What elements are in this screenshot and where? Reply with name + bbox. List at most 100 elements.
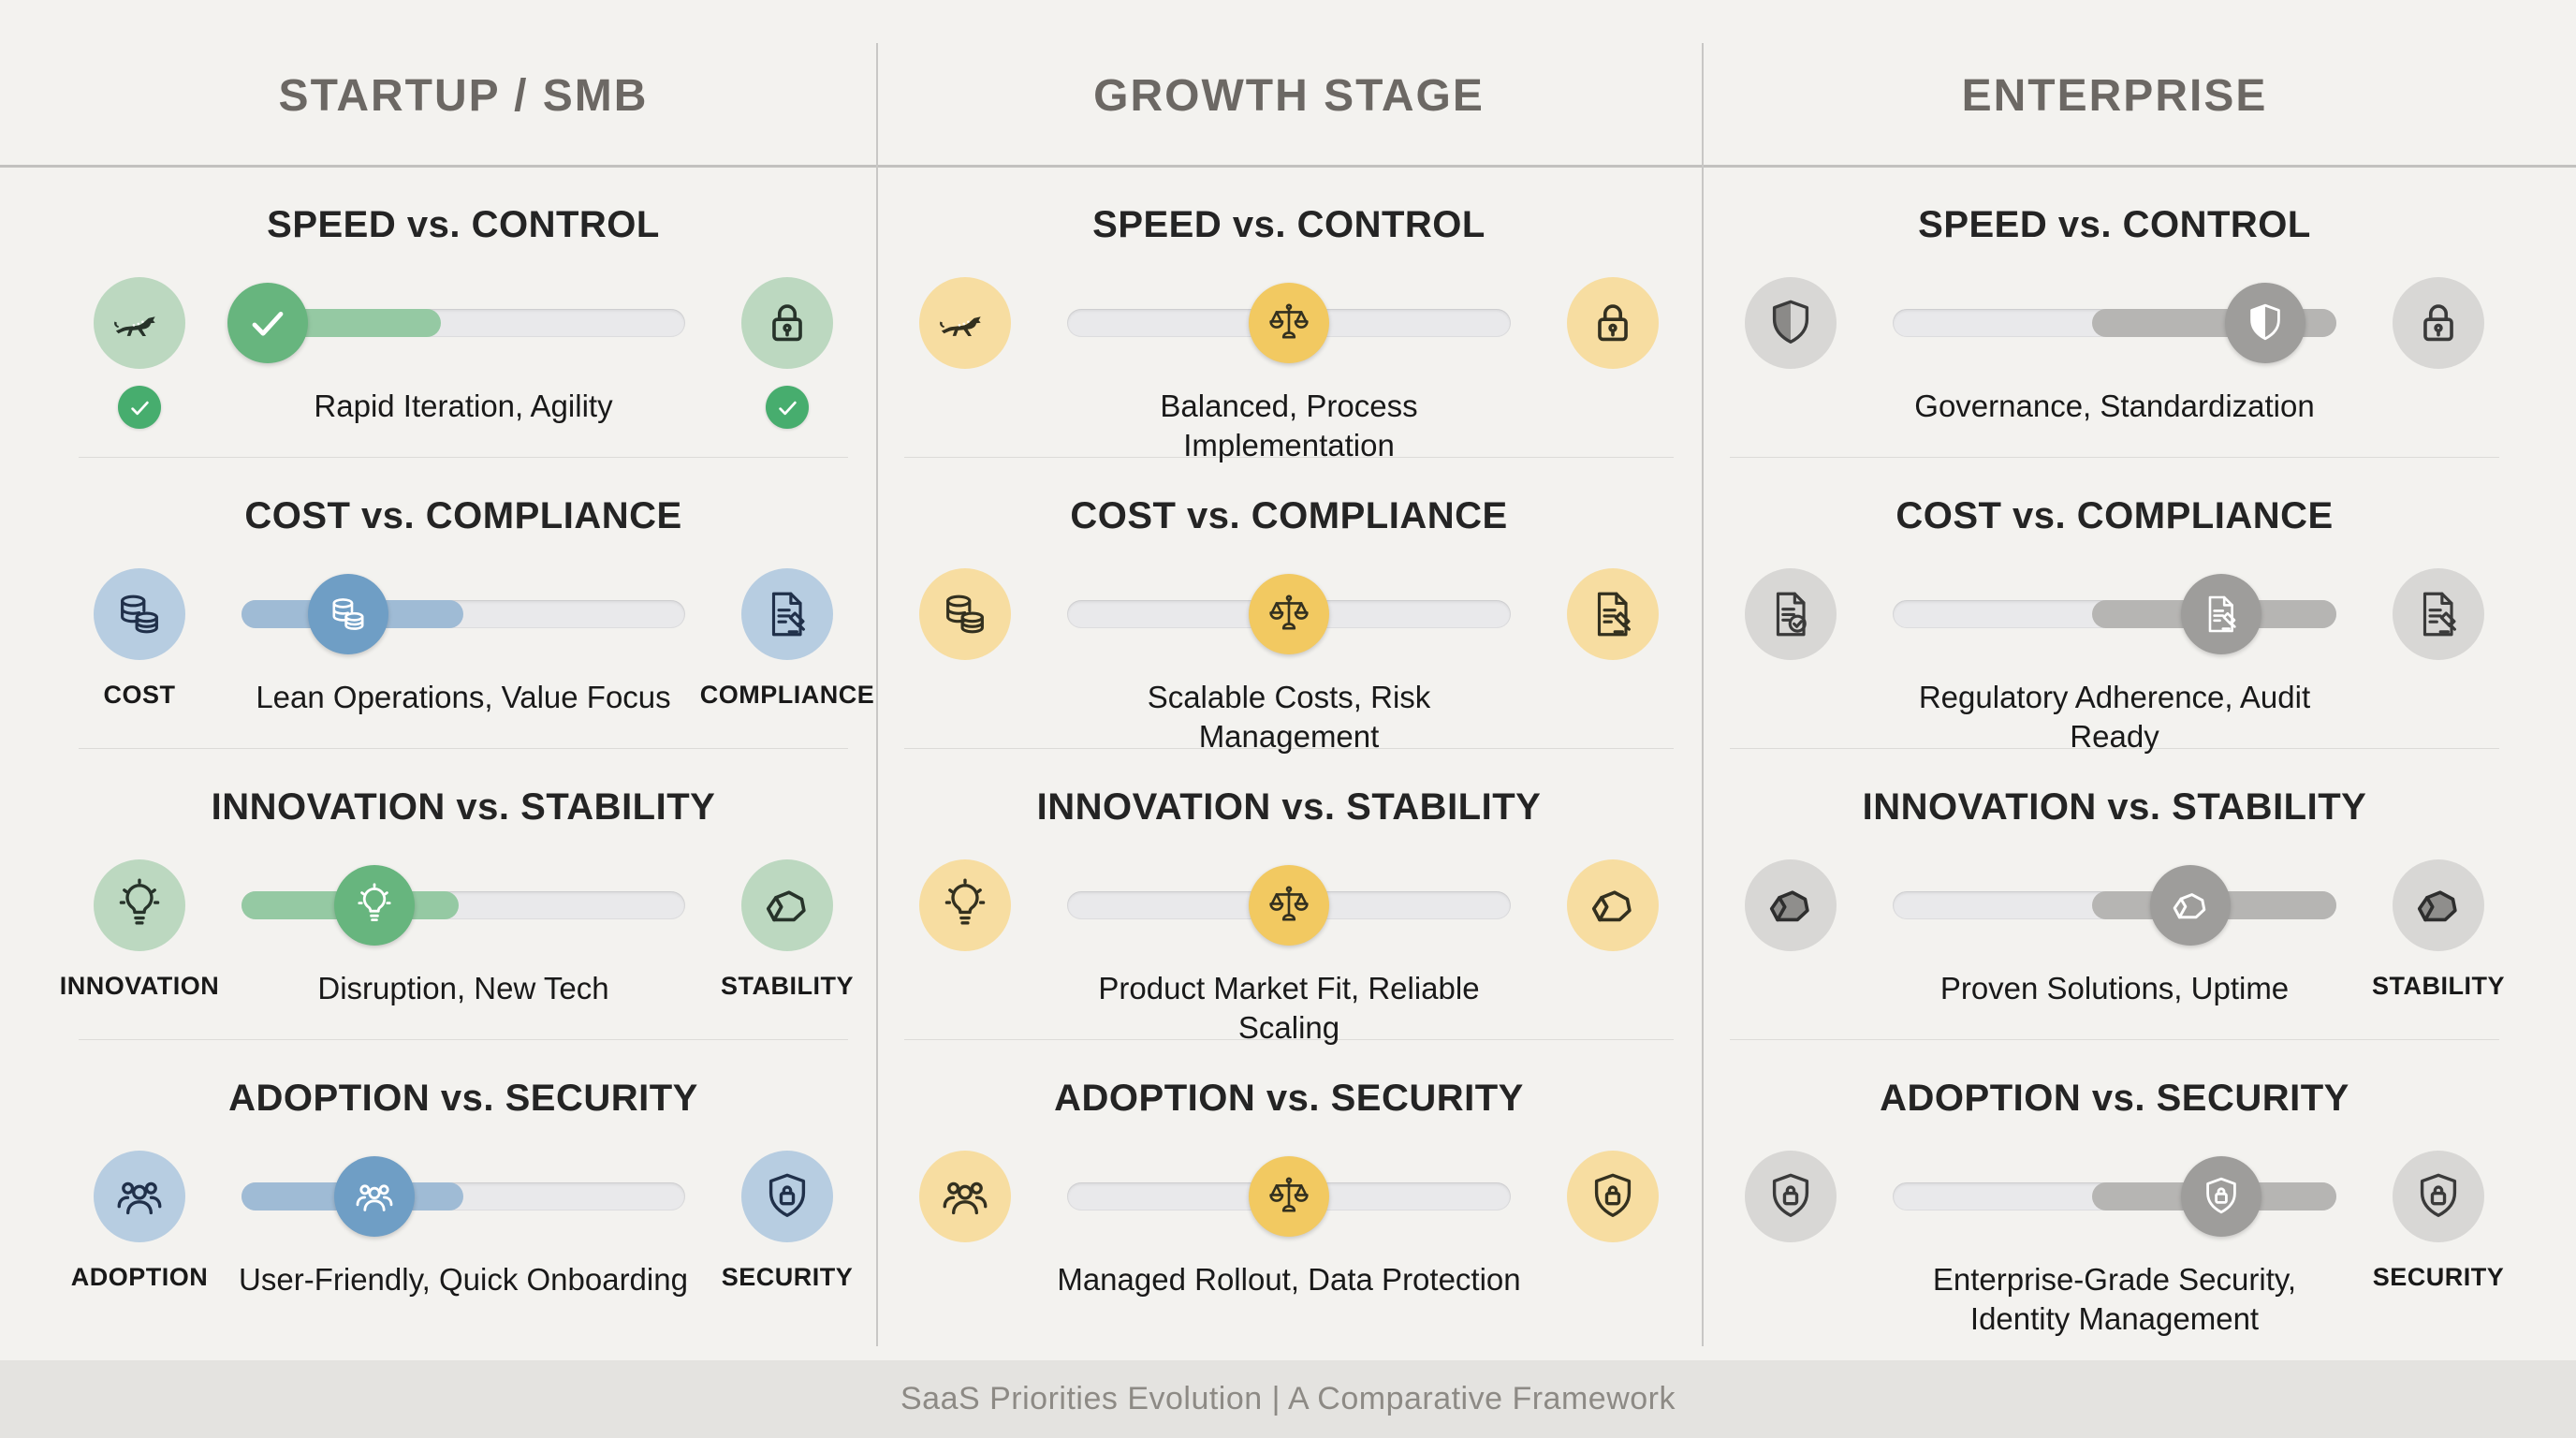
right-icon-circle [1567, 1151, 1659, 1242]
row-heading: COST vs. COMPLIANCE [1895, 495, 2334, 536]
left-slot [51, 568, 228, 660]
right-slot [698, 277, 876, 369]
right-check-badge [766, 386, 809, 429]
left-label: ADOPTION [70, 1263, 209, 1291]
header-underline [0, 165, 2576, 168]
column-title: ENTERPRISE [1961, 70, 2268, 121]
column-divider-1 [876, 43, 878, 1346]
shield-half-icon [2250, 303, 2280, 341]
people-icon [117, 1181, 162, 1215]
row-divider [904, 1039, 1674, 1040]
slider-area [876, 266, 1702, 380]
row-heading: ADOPTION vs. SECURITY [1054, 1078, 1524, 1119]
slider-track [242, 1156, 685, 1237]
slider-area [51, 557, 876, 671]
slider-track [1067, 283, 1511, 363]
rock-icon [1769, 890, 1809, 922]
column-divider-2 [1702, 43, 1704, 1346]
slider-area [1702, 848, 2527, 962]
left-icon-circle [1745, 277, 1837, 369]
left-slot [51, 1151, 228, 1242]
scale-icon [1269, 303, 1309, 339]
row-description: Rapid Iteration, Agility [314, 389, 613, 423]
slider-track [227, 283, 685, 363]
caption-area: COST Lean Operations, Value Focus COMPLI… [51, 673, 876, 722]
slider-area [1702, 266, 2527, 380]
left-slot [1702, 1151, 1880, 1242]
slider-area [876, 557, 1702, 671]
slider-area [876, 848, 1702, 962]
row-heading: SPEED vs. CONTROL [267, 204, 660, 245]
column-startup-smb: STARTUP / SMB SPEED vs. CONTROL [51, 0, 876, 1360]
right-icon-circle [741, 1151, 833, 1242]
scale-icon [1269, 886, 1309, 921]
footer-text: SaaS Priorities Evolution | A Comparativ… [900, 1381, 1676, 1416]
row-description: Enterprise-Grade Security, Identity Mana… [1932, 1262, 2297, 1337]
shield-lock-icon [1594, 1173, 1632, 1217]
slider-track [242, 574, 685, 654]
right-icon-circle [741, 277, 833, 369]
doc-gavel-icon [1597, 592, 1631, 637]
left-icon-circle [919, 1151, 1011, 1242]
caption-area: Proven Solutions, Uptime STABILITY [1702, 964, 2527, 1013]
right-slot [2349, 277, 2527, 369]
left-slot [876, 568, 1054, 660]
slider-track [242, 865, 685, 946]
check-icon [130, 401, 149, 415]
comparison-row: COST vs. COMPLIANCE [1702, 458, 2527, 754]
row-divider [79, 1039, 848, 1040]
slider-track [1893, 574, 2336, 654]
row-divider [904, 748, 1674, 749]
right-label: SECURITY [721, 1263, 854, 1291]
left-icon-circle [94, 277, 185, 369]
slider-area [1702, 557, 2527, 671]
caption-area: INNOVATION Disruption, New Tech STABILIT… [51, 964, 876, 1013]
left-icon-circle [94, 859, 185, 951]
right-icon-circle [2393, 568, 2484, 660]
left-icon-circle [919, 859, 1011, 951]
left-slot [1702, 277, 1880, 369]
scale-icon [1269, 1177, 1309, 1212]
right-label: STABILITY [2372, 972, 2505, 1000]
column-title: STARTUP / SMB [278, 70, 649, 121]
slider-track [1893, 283, 2336, 363]
coins-icon [332, 598, 364, 630]
coins-icon [946, 594, 984, 634]
right-slot [1524, 277, 1702, 369]
left-icon-circle [94, 568, 185, 660]
right-icon-circle [1567, 859, 1659, 951]
slider-knob [2149, 865, 2231, 946]
slider-knob [227, 283, 309, 363]
doc-gavel-icon [2422, 592, 2456, 637]
rock-icon [2173, 893, 2205, 919]
people-icon [356, 1184, 393, 1211]
row-description: Product Market Fit, Reliable Scaling [1098, 971, 1480, 1046]
right-slot [698, 1151, 876, 1242]
row-description: Balanced, Process Implementation [1160, 389, 1418, 463]
doc-gavel-icon [2208, 595, 2236, 633]
column-growth-stage: GROWTH STAGE SPEED vs. CONTROL [876, 0, 1702, 1360]
shield-lock-icon [2205, 1177, 2236, 1214]
right-icon-circle [2393, 859, 2484, 951]
people-icon [943, 1181, 988, 1215]
slider-track [1067, 1156, 1511, 1237]
right-label: COMPLIANCE [699, 681, 875, 709]
row-description: Lean Operations, Value Focus [256, 680, 671, 714]
slider-knob [334, 865, 416, 946]
lock-icon [772, 304, 802, 342]
shield-lock-icon [1772, 1173, 1809, 1217]
slider-area [876, 1139, 1702, 1254]
comparison-row: INNOVATION vs. STABILITY [876, 749, 1702, 1045]
right-slot [698, 859, 876, 951]
shield-lock-icon [768, 1173, 806, 1217]
left-slot [1702, 568, 1880, 660]
row-heading: INNOVATION vs. STABILITY [1036, 786, 1542, 828]
row-heading: SPEED vs. CONTROL [1918, 204, 2311, 245]
row-divider [79, 457, 848, 458]
row-divider [1730, 1039, 2499, 1040]
bulb-icon [944, 878, 986, 925]
right-slot [1524, 568, 1702, 660]
left-slot [1702, 859, 1880, 951]
scale-icon [1269, 594, 1309, 630]
comparison-row: COST vs. COMPLIANCE [876, 458, 1702, 754]
